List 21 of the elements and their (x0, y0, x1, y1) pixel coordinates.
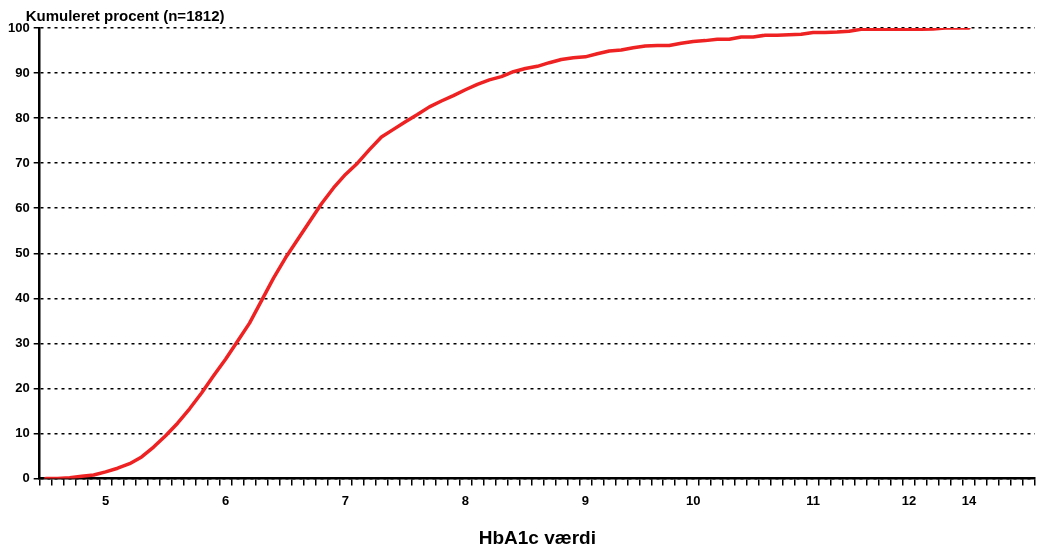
y-tick-label: 70 (15, 154, 30, 170)
x-tick-label: 11 (806, 492, 821, 508)
x-tick-label: 14 (961, 492, 978, 508)
y-tick-label: 10 (15, 425, 30, 441)
y-tick-label: 20 (15, 380, 30, 396)
y-axis-title: Kumuleret procent (n=1812) (25, 6, 225, 24)
y-tick-label: 90 (15, 64, 30, 80)
x-tick-label: 8 (461, 492, 470, 508)
x-tick-label: 6 (221, 492, 230, 508)
x-tick-label: 5 (102, 492, 110, 508)
y-tick-label: 0 (22, 470, 30, 486)
x-tick-label: 10 (685, 492, 701, 508)
x-axis-title: HbA1c værdi (478, 526, 596, 548)
y-tick-label: 40 (15, 289, 30, 305)
y-tick-label: 50 (15, 244, 30, 260)
y-tick-label: 60 (15, 199, 30, 215)
y-tick-label: 30 (15, 335, 30, 350)
y-tick-label: 80 (15, 109, 30, 125)
x-tick-label: 7 (341, 492, 350, 508)
x-tick-label: 9 (581, 492, 589, 508)
x-tick-label: 12 (901, 492, 917, 508)
